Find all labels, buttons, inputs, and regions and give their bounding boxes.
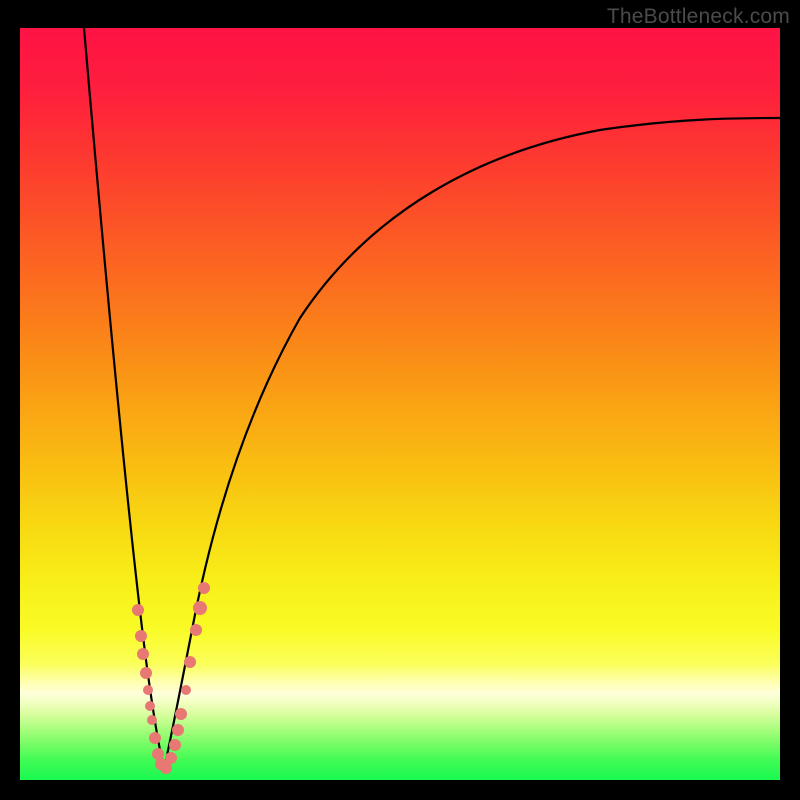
data-marker [190,624,202,636]
data-marker [169,739,181,751]
data-marker [132,604,144,616]
data-marker [147,715,157,725]
chart-container: TheBottleneck.com [0,0,800,800]
data-marker [175,708,187,720]
curve-right-branch [164,118,780,769]
data-marker [149,732,161,744]
curve-layer [0,0,800,800]
data-marker [145,701,155,711]
curve-left-branch [84,28,164,769]
data-marker [135,630,147,642]
data-marker [137,648,149,660]
watermark-text: TheBottleneck.com [607,5,790,29]
data-marker [193,601,207,615]
data-marker [140,667,152,679]
data-marker [184,656,196,668]
data-marker [172,724,184,736]
data-marker [198,582,210,594]
data-marker [181,685,191,695]
data-marker [165,752,177,764]
data-marker [143,685,153,695]
